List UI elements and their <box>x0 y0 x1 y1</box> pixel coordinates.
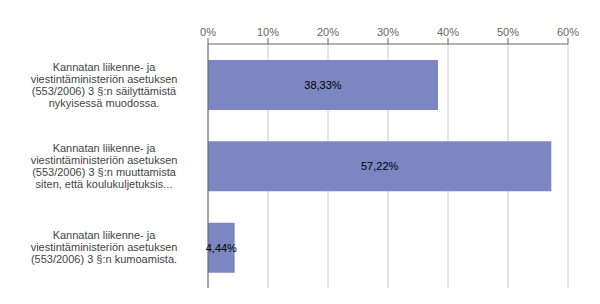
svg-text:38,33%: 38,33% <box>304 79 342 91</box>
svg-text:Kannatan liikenne- javiestintä: Kannatan liikenne- javiestintäministeriö… <box>31 229 178 265</box>
svg-text:57,22%: 57,22% <box>361 160 399 172</box>
svg-text:Kannatan liikenne- javiestintä: Kannatan liikenne- javiestintäministeriö… <box>31 142 178 190</box>
svg-text:20%: 20% <box>317 26 339 38</box>
svg-text:30%: 30% <box>377 26 399 38</box>
svg-text:50%: 50% <box>497 26 519 38</box>
svg-text:10%: 10% <box>257 26 279 38</box>
svg-text:Kannatan liikenne- javiestintä: Kannatan liikenne- javiestintäministeriö… <box>31 61 178 109</box>
svg-text:0%: 0% <box>200 26 216 38</box>
svg-text:40%: 40% <box>437 26 459 38</box>
svg-text:4,44%: 4,44% <box>206 242 237 254</box>
svg-text:60%: 60% <box>557 26 579 38</box>
